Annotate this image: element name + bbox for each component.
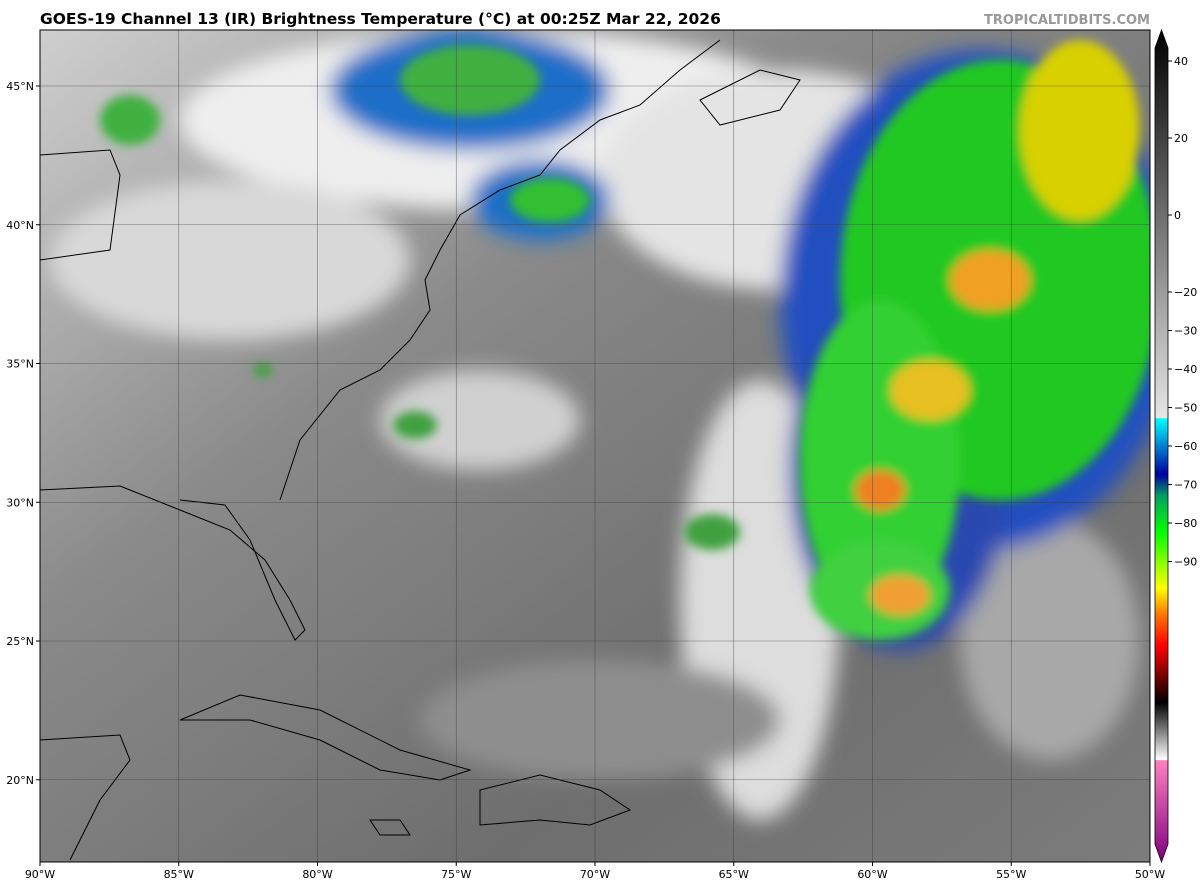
- colorbar-tick-label: −60: [1174, 440, 1197, 453]
- x-tick-label: 80°W: [302, 868, 332, 881]
- x-tick-label: 50°W: [1135, 868, 1165, 881]
- y-tick-label: 35°N: [6, 358, 34, 371]
- colorbar-tick-label: −30: [1174, 325, 1197, 338]
- satellite-image: [40, 30, 1150, 862]
- x-tick-label: 85°W: [164, 868, 194, 881]
- x-tick-label: 55°W: [996, 868, 1026, 881]
- x-tick-label: 65°W: [719, 868, 749, 881]
- colorbar-tick-label: −80: [1174, 517, 1197, 530]
- colorbar-tick-label: −20: [1174, 286, 1197, 299]
- colorbar-tick-label: −90: [1174, 556, 1197, 569]
- colorbar-tick-label: −50: [1174, 402, 1197, 415]
- colorbar-tick-label: 20: [1174, 132, 1188, 145]
- colorbar-tick-label: 40: [1174, 55, 1188, 68]
- x-tick-label: 60°W: [857, 868, 887, 881]
- y-tick-label: 30°N: [6, 496, 34, 509]
- y-tick-label: 45°N: [6, 80, 34, 93]
- colorbar-tick-label: 0: [1174, 209, 1181, 222]
- colorbar-tick-label: −70: [1174, 479, 1197, 492]
- coastlines: [40, 39, 801, 861]
- y-tick-label: 20°N: [6, 774, 34, 787]
- x-tick-label: 90°W: [25, 868, 55, 881]
- colorbar-tick-label: −40: [1174, 363, 1197, 376]
- y-tick-label: 40°N: [6, 219, 34, 232]
- colorbar-scale: [1154, 28, 1169, 864]
- colorbar: 40 20 0 −20 −30 −40 −50 −60 −70 −80 −90: [1154, 28, 1197, 864]
- x-tick-label: 75°W: [441, 868, 471, 881]
- y-tick-label: 25°N: [6, 635, 34, 648]
- source: TROPICALTIDBITS.COM: [984, 13, 1150, 28]
- graticule: [39, 30, 1151, 862]
- x-tick-label: 70°W: [580, 868, 610, 881]
- title: GOES-19 Channel 13 (IR) Brightness Tempe…: [40, 10, 721, 28]
